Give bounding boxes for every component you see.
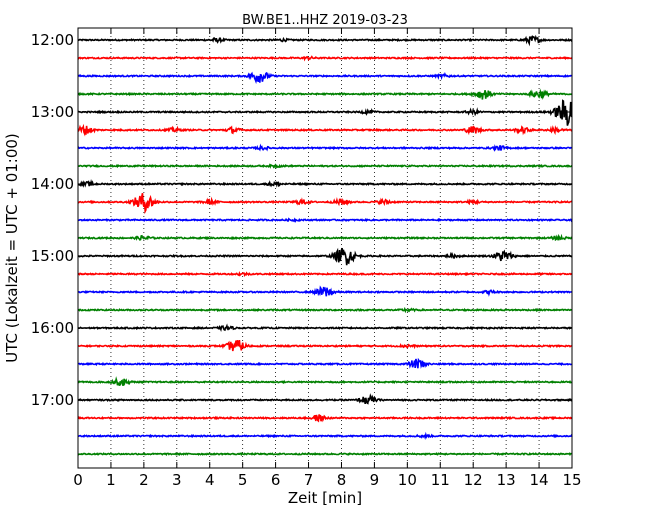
y-axis-label: UTC (Lokalzeit = UTC + 01:00) [3, 133, 21, 363]
y-axis-ticks: 12:00 13:00 14:00 15:00 16:00 17:00 [31, 31, 572, 409]
x-tick-label-14: 14 [530, 471, 549, 489]
x-tick-label-5: 5 [238, 471, 248, 489]
trace-1300 [78, 99, 573, 126]
trace-1530 [77, 285, 573, 297]
trace-1430 [77, 217, 573, 223]
x-tick-label-11: 11 [431, 471, 450, 489]
trace-1500 [77, 247, 572, 266]
y-tick-label-1600: 16:00 [31, 319, 74, 337]
x-tick-label-15: 15 [562, 471, 581, 489]
y-tick-label-1700: 17:00 [31, 391, 74, 409]
trace-1215 [77, 55, 573, 62]
x-tick-label-7: 7 [304, 471, 314, 489]
trace-1615 [77, 340, 573, 352]
x-tick-label-4: 4 [205, 471, 215, 489]
trace-1645 [78, 376, 573, 386]
y-tick-label-1200: 12:00 [31, 31, 74, 49]
trace-1730 [77, 431, 573, 440]
x-tick-label-8: 8 [337, 471, 347, 489]
trace-1545 [77, 306, 573, 314]
trace-1745 [77, 451, 573, 457]
plot-frame [77, 27, 573, 469]
trace-1245 [77, 88, 573, 101]
trace-1200 [77, 34, 573, 47]
x-tick-label-10: 10 [398, 471, 417, 489]
trace-1330 [77, 143, 573, 152]
y-tick-label-1300: 13:00 [31, 103, 74, 121]
x-tick-label-9: 9 [370, 471, 380, 489]
x-tick-label-12: 12 [464, 471, 483, 489]
x-tick-label-3: 3 [172, 471, 182, 489]
x-axis-ticks: 0 1 2 3 4 5 6 7 8 9 10 11 12 13 14 15 [73, 28, 582, 489]
trace-1445 [77, 233, 573, 242]
y-tick-label-1500: 15:00 [31, 247, 74, 265]
trace-1345 [77, 163, 573, 169]
trace-1400 [77, 179, 573, 188]
trace-1515 [77, 270, 573, 278]
x-tick-label-6: 6 [271, 471, 281, 489]
chart-title: BW.BE1..HHZ 2019-03-23 [242, 13, 408, 28]
trace-1700 [77, 393, 573, 405]
trace-1630 [77, 357, 573, 369]
x-axis-label: Zeit [min] [288, 489, 362, 507]
y-tick-label-1400: 14:00 [31, 175, 74, 193]
trace-1600 [77, 323, 573, 332]
x-tick-label-2: 2 [139, 471, 149, 489]
x-tick-label-0: 0 [73, 471, 83, 489]
trace-1715 [77, 414, 573, 423]
x-tick-label-13: 13 [497, 471, 516, 489]
x-tick-label-1: 1 [106, 471, 116, 489]
seismic-traces [77, 34, 573, 457]
trace-1230 [77, 71, 573, 85]
trace-1315 [77, 123, 573, 137]
trace-1415 [77, 193, 573, 215]
